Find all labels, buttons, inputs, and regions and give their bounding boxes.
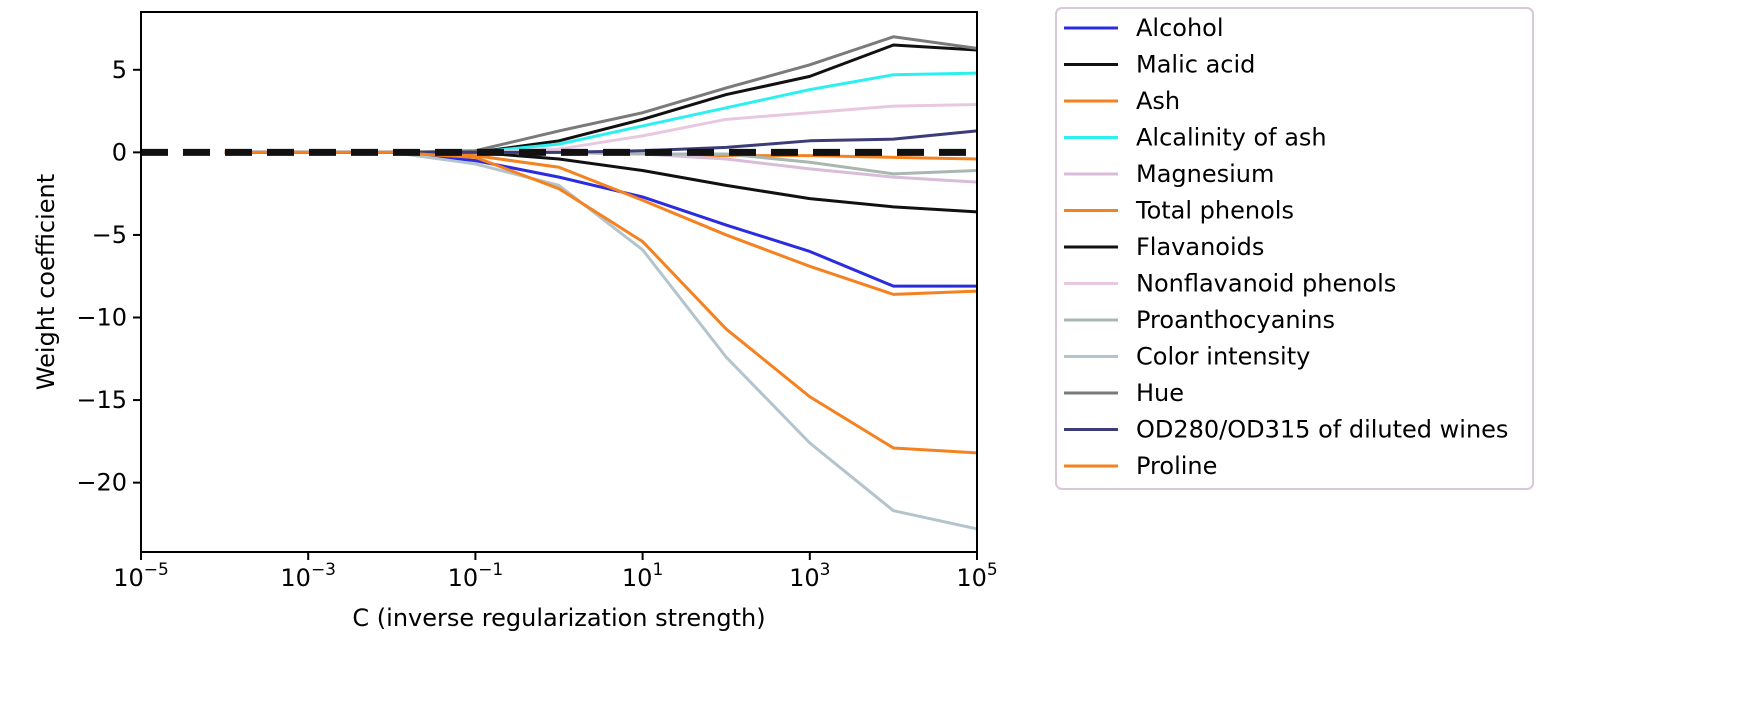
x-tick-label: 101 bbox=[622, 560, 663, 592]
legend-label: Flavanoids bbox=[1136, 233, 1264, 261]
y-tick-label: −15 bbox=[76, 386, 127, 414]
legend-label: Malic acid bbox=[1136, 51, 1255, 79]
legend-item-ash: Ash bbox=[1064, 87, 1180, 115]
legend-label: Color intensity bbox=[1136, 343, 1310, 371]
y-tick-label: −5 bbox=[92, 221, 127, 249]
legend: Alcohol Malic acid Ash Alcalinity of ash Mag… bbox=[1055, 7, 1534, 490]
legend-label: Alcohol bbox=[1136, 14, 1224, 42]
legend-box bbox=[1055, 7, 1534, 490]
y-tick-label: 0 bbox=[112, 138, 127, 166]
legend-item-proanthocyanins: Proanthocyanins bbox=[1064, 306, 1335, 334]
legend-item-alcohol: Alcohol bbox=[1064, 14, 1224, 42]
legend-item-alcalinity-of-ash: Alcalinity of ash bbox=[1064, 124, 1327, 152]
legend-label: Proanthocyanins bbox=[1136, 306, 1335, 334]
legend-item-color-intensity: Color intensity bbox=[1064, 343, 1310, 371]
legend-label: Hue bbox=[1136, 379, 1184, 407]
legend-item-hue: Hue bbox=[1064, 379, 1184, 407]
legend-item-total-phenols: Total phenols bbox=[1064, 197, 1294, 225]
y-axis-label: Weight coefficient bbox=[32, 174, 60, 390]
legend-item-proline: Proline bbox=[1064, 452, 1217, 480]
x-tick-label: 10−3 bbox=[280, 560, 336, 592]
x-tick-label: 103 bbox=[789, 560, 830, 592]
legend-label: Alcalinity of ash bbox=[1136, 124, 1327, 152]
y-tick-label: −10 bbox=[76, 304, 127, 332]
legend-item-magnesium: Magnesium bbox=[1064, 160, 1274, 188]
legend-item-malic-acid: Malic acid bbox=[1064, 51, 1255, 79]
plot-area-frame bbox=[140, 11, 978, 553]
series-line-proline bbox=[224, 150, 977, 455]
x-tick-label: 10−5 bbox=[113, 560, 169, 592]
legend-items: Alcohol Malic acid Ash Alcalinity of ash Mag… bbox=[1064, 14, 1508, 480]
legend-label: Ash bbox=[1136, 87, 1180, 115]
y-axis-ticks: 5 0 −5 −10 −15 −20 bbox=[76, 56, 141, 497]
series-layer bbox=[224, 35, 977, 531]
legend-item-od280-od315-of-diluted-wines: OD280/OD315 of diluted wines bbox=[1064, 416, 1508, 444]
y-tick-label: 5 bbox=[112, 56, 127, 84]
legend-item-flavanoids: Flavanoids bbox=[1064, 233, 1264, 261]
legend-label: OD280/OD315 of diluted wines bbox=[1136, 416, 1508, 444]
x-tick-label: 105 bbox=[956, 560, 997, 592]
x-axis-label: C (inverse regularization strength) bbox=[352, 604, 765, 632]
legend-label: Magnesium bbox=[1136, 160, 1274, 188]
legend-label: Proline bbox=[1136, 452, 1217, 480]
legend-label: Total phenols bbox=[1135, 197, 1294, 225]
x-axis-ticks: 10−5 10−3 10−1 101 103 105 bbox=[113, 552, 998, 592]
x-tick-label: 10−1 bbox=[448, 560, 504, 592]
legend-label: Nonflavanoid phenols bbox=[1136, 270, 1396, 298]
y-tick-label: −20 bbox=[76, 469, 127, 497]
legend-item-nonflavanoid-phenols: Nonflavanoid phenols bbox=[1064, 270, 1396, 298]
